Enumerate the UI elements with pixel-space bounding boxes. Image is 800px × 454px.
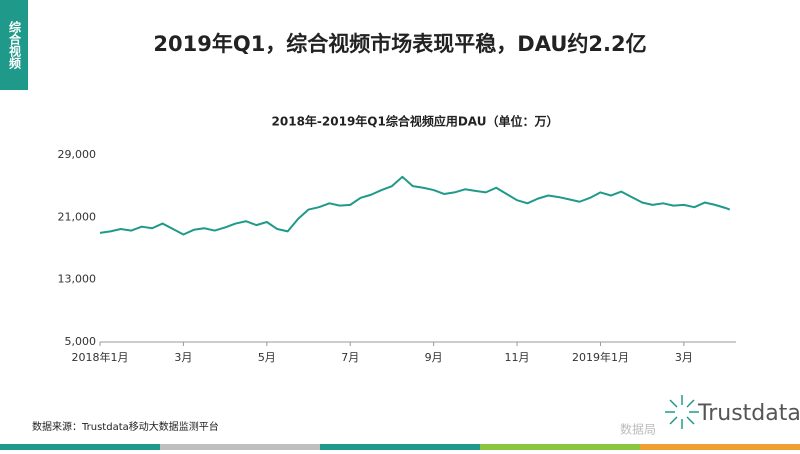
x-tick-label: 7月 <box>341 351 359 364</box>
x-tick-label: 2018年1月 <box>72 350 129 364</box>
data-line <box>99 175 731 236</box>
side-banner <box>0 0 28 90</box>
footer-bar <box>0 444 160 450</box>
x-tick-label: 5月 <box>258 351 276 364</box>
slide-title: 2019年Q1，综合视频市场表现平稳，DAU约2.2亿 <box>153 32 646 56</box>
footer-bar <box>160 444 320 450</box>
y-tick-label: 5,000 <box>65 335 97 348</box>
footer-bar <box>320 444 480 450</box>
y-tick-label: 29,000 <box>58 148 97 161</box>
watermark: 数据局 <box>620 422 656 437</box>
x-tick-label: 3月 <box>675 351 693 364</box>
x-tick-label: 2019年1月 <box>572 350 629 364</box>
x-tick-label: 9月 <box>425 351 443 364</box>
x-tick-label: 11月 <box>505 351 530 364</box>
logo-icon <box>665 395 699 429</box>
source: 数据来源：Trustdata移动大数据监测平台 <box>32 420 219 433</box>
y-tick-label: 21,000 <box>58 210 97 223</box>
y-tick-label: 13,000 <box>58 273 97 286</box>
x-tick-label: 3月 <box>174 351 192 364</box>
footer-bar <box>640 444 800 450</box>
chart-title: 2018年-2019年Q1综合视频应用DAU（单位：万） <box>272 114 559 129</box>
side-tag: 综合视频 <box>8 20 22 70</box>
logo-text: Trustdata <box>697 401 800 426</box>
footer-bar <box>480 444 640 450</box>
